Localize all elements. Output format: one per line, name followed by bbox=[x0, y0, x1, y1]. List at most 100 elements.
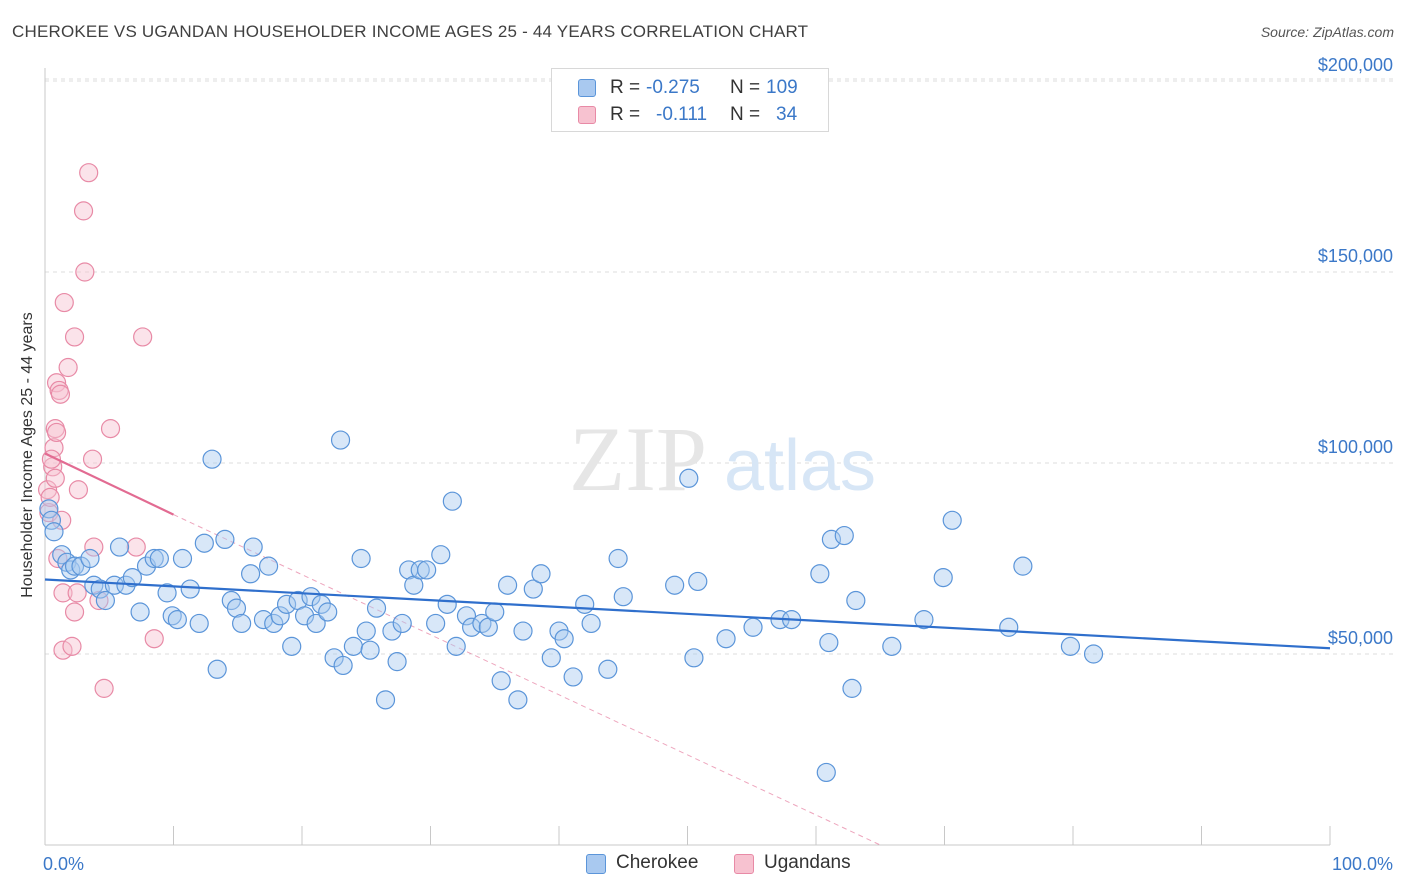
cherokee-point bbox=[80, 548, 100, 569]
cherokee-point bbox=[665, 575, 685, 595]
cherokee-point bbox=[180, 579, 200, 599]
cherokee-point bbox=[834, 525, 854, 546]
cherokee-point bbox=[688, 571, 708, 592]
cherokee-point bbox=[554, 629, 574, 649]
cherokee-point bbox=[264, 613, 284, 634]
cherokee-point bbox=[942, 510, 962, 530]
cherokee-point bbox=[716, 629, 736, 649]
cherokee-point bbox=[816, 762, 836, 783]
cherokee-point bbox=[485, 602, 505, 622]
chart-title: CHEROKEE VS UGANDAN HOUSEHOLDER INCOME A… bbox=[12, 22, 809, 41]
ugandans-point bbox=[144, 629, 164, 649]
legend-r-label: R = bbox=[610, 104, 641, 125]
cherokee-point bbox=[684, 648, 704, 668]
cherokee-point bbox=[194, 533, 214, 553]
cherokee-point bbox=[933, 567, 953, 588]
source-note: Source: ZipAtlas.com bbox=[1261, 24, 1394, 40]
cherokee-point bbox=[144, 548, 164, 569]
cherokee-point bbox=[513, 621, 533, 641]
cherokee-point bbox=[202, 449, 222, 469]
cherokee-point bbox=[294, 606, 315, 626]
watermark: ZIP atlas bbox=[569, 408, 876, 510]
cherokee-point bbox=[417, 560, 437, 580]
ugandans-point bbox=[46, 373, 67, 393]
cherokee-point bbox=[241, 564, 261, 584]
cherokee-point bbox=[437, 594, 457, 614]
ugandans-swatch bbox=[578, 106, 596, 124]
cherokee-legend-swatch bbox=[586, 854, 606, 874]
cherokee-point bbox=[215, 529, 235, 550]
ugandans-point bbox=[79, 163, 99, 183]
cherokee-point bbox=[330, 430, 351, 450]
cherokee-point bbox=[462, 617, 482, 637]
cherokee-point bbox=[387, 652, 407, 672]
cherokee-point bbox=[431, 545, 451, 565]
y-tick-labels: $50,000 $100,000 $150,000 $200,000 bbox=[1318, 55, 1393, 648]
cherokee-point bbox=[41, 510, 62, 530]
cherokee-point bbox=[491, 671, 511, 691]
ugandans-point bbox=[52, 510, 72, 530]
cherokee-swatch bbox=[578, 79, 596, 97]
cherokee-points bbox=[39, 430, 1104, 783]
ugandans-point bbox=[68, 480, 89, 500]
ugandans-point bbox=[37, 480, 58, 500]
cherokee-point bbox=[356, 621, 376, 641]
cherokee-legend-label: Cherokee bbox=[616, 852, 699, 873]
cherokee-point bbox=[207, 659, 227, 679]
cherokee-point bbox=[608, 548, 628, 569]
cherokee-point bbox=[276, 594, 297, 614]
cherokee-point bbox=[130, 602, 150, 622]
cherokee-point bbox=[90, 579, 110, 599]
cherokee-point bbox=[301, 587, 321, 607]
ugandans-point bbox=[53, 583, 73, 603]
cherokee-point bbox=[366, 598, 387, 618]
cherokee-point bbox=[282, 636, 302, 656]
ugandans-point bbox=[45, 468, 65, 488]
ugandans-point bbox=[64, 602, 85, 622]
cherokee-point bbox=[882, 636, 902, 656]
legend-row-ugandans: R = -0.111 N = 34 bbox=[552, 102, 828, 128]
cherokee-point bbox=[104, 575, 124, 595]
ugandans-point bbox=[133, 327, 153, 347]
ugandans-point bbox=[84, 537, 104, 557]
cherokee-trend-line bbox=[44, 578, 1331, 650]
y-tick-label: $200,000 bbox=[1318, 55, 1393, 75]
cherokee-point bbox=[162, 606, 182, 626]
cherokee-point bbox=[333, 655, 353, 676]
cherokee-point bbox=[531, 564, 551, 584]
cherokee-point bbox=[109, 537, 130, 557]
cherokee-trend bbox=[44, 578, 1331, 650]
ugandans-trend bbox=[44, 452, 174, 516]
cherokee-point bbox=[426, 613, 446, 634]
cherokee-point bbox=[61, 560, 81, 580]
cherokee-point bbox=[382, 621, 402, 641]
ugandans-point bbox=[73, 201, 94, 221]
x-tick-label: 0.0% bbox=[43, 854, 84, 874]
ugandans-trend-line bbox=[44, 452, 174, 516]
cherokee-point bbox=[598, 659, 618, 679]
ugandans-point bbox=[82, 449, 103, 469]
ugandans-point bbox=[126, 537, 146, 557]
cherokee-point bbox=[270, 606, 290, 626]
stats-legend: R = -0.275 N = 109 R = -0.111 N = 34 bbox=[551, 68, 829, 132]
x-tick-label: 100.0% bbox=[1332, 854, 1393, 874]
cherokee-point bbox=[575, 594, 595, 614]
ugandans-point bbox=[58, 357, 78, 378]
cherokee-point bbox=[442, 491, 462, 511]
ugandans-point bbox=[67, 583, 87, 603]
cherokee-point bbox=[392, 613, 412, 634]
ugandans-points bbox=[37, 163, 164, 698]
cherokee-point bbox=[523, 579, 543, 599]
cherokee-point bbox=[189, 613, 209, 634]
legend-r-label: R = bbox=[610, 77, 641, 98]
cherokee-point bbox=[999, 617, 1019, 637]
cherokee-point bbox=[563, 667, 583, 687]
ugandans-point bbox=[75, 262, 95, 282]
legend-n-value: 34 bbox=[776, 104, 798, 125]
cherokee-point bbox=[613, 587, 633, 607]
cherokee-point bbox=[232, 613, 252, 634]
cherokee-point bbox=[375, 690, 396, 710]
cherokee-point bbox=[360, 640, 380, 660]
y-tick-label: $150,000 bbox=[1318, 246, 1393, 266]
